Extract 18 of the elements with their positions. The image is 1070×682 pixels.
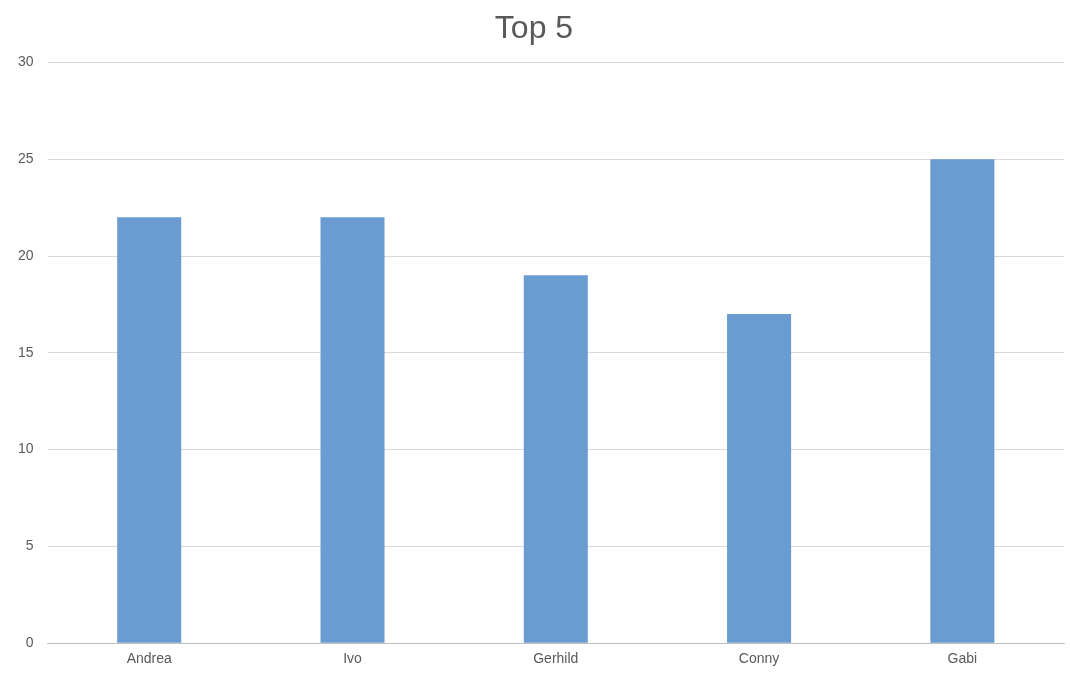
y-tick-label: 20 <box>17 246 34 263</box>
bar <box>930 159 995 643</box>
x-tick-label: Gabi <box>947 650 978 667</box>
chart-title: Top 5 <box>494 9 574 46</box>
y-tick-label: 0 <box>25 634 34 651</box>
x-tick-label: Conny <box>738 650 780 667</box>
x-tick-label: Ivo <box>343 650 363 667</box>
y-tick-label: 30 <box>17 53 34 70</box>
y-tick-label: 25 <box>17 150 34 167</box>
bar <box>320 217 385 643</box>
y-tick-label: 5 <box>25 537 34 554</box>
bar <box>523 275 588 643</box>
x-tick-label: Andrea <box>126 650 172 667</box>
y-tick-label: 15 <box>17 343 34 360</box>
bar <box>117 217 182 643</box>
x-tick-label: Gerhild <box>533 650 579 667</box>
y-tick-label: 10 <box>17 440 34 457</box>
bar <box>727 314 792 643</box>
